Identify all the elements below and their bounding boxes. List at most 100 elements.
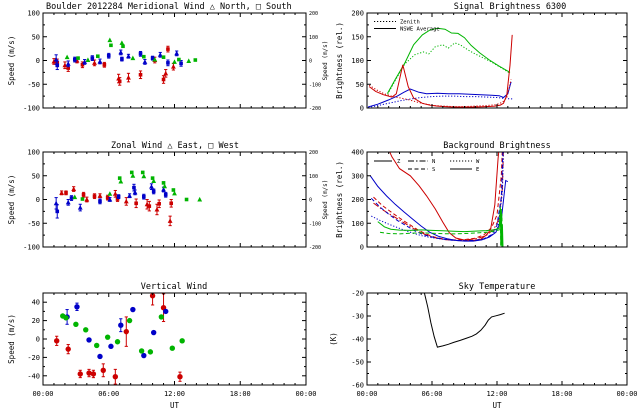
ticks xyxy=(42,151,307,248)
panel-title: Vertical Wind xyxy=(141,282,208,292)
ticks xyxy=(366,12,628,109)
series-bg-green-e xyxy=(377,206,504,248)
y2-tick-label: 0 xyxy=(309,59,312,65)
legend-label: Z xyxy=(397,159,401,165)
plot-area xyxy=(53,292,185,385)
y-tick-label: 50 xyxy=(32,172,40,180)
y-tick-label: -20 xyxy=(351,290,364,298)
y-tick-label: -60 xyxy=(351,382,364,390)
axes-frame xyxy=(366,151,628,248)
series-zonal-blue xyxy=(53,183,168,219)
ticks xyxy=(366,151,628,248)
y2-tick-label: 100 xyxy=(309,174,318,180)
series-signal-red-zenith xyxy=(368,79,512,108)
x-tick-label: 00:00 xyxy=(32,390,53,398)
y-tick-label: 400 xyxy=(351,149,364,157)
y-axis-title: Brightness (rel.) xyxy=(335,22,344,99)
y-tick-label: -40 xyxy=(27,372,40,380)
panel-zonal-wind: -100 -50 0 50 100 -200 -100 0 100 200 Speed (m/s) S… xyxy=(7,141,329,252)
y2-axis-title: Speed (m/s) xyxy=(322,41,329,81)
series-vertical-green xyxy=(60,313,185,355)
y2-tick-label: -200 xyxy=(309,245,321,251)
y-axis-title: Speed (m/s) xyxy=(7,175,16,225)
y2-tick-label: -100 xyxy=(309,221,321,227)
series-zonal-green xyxy=(72,170,203,202)
x-tick-label: 06:00 xyxy=(98,390,119,398)
y2-tick-label: -100 xyxy=(309,82,321,88)
y-tick-label: -40 xyxy=(351,336,364,344)
series-signal-green-avg xyxy=(387,27,511,94)
plot-area xyxy=(367,27,514,108)
y-axis-title: Brightness (rel.) xyxy=(335,161,344,238)
panel-meridional-wind: -100 -50 0 50 100 -200 -100 0 100 200 Speed (m/s) S… xyxy=(7,2,329,113)
panel-title: Sky Temperature xyxy=(459,282,536,292)
y2-tick-label: 200 xyxy=(309,11,318,17)
ticks xyxy=(42,293,307,385)
panel-sky-temperature: -60 -50 -40 -30 -20 (K) Sky Temperature 00:00 06… xyxy=(329,282,638,410)
panel-title: Boulder 2012284 Meridional Wind △ North,… xyxy=(46,2,292,12)
series-bg-red-z xyxy=(388,151,500,241)
y-tick-label: 20 xyxy=(32,317,40,325)
x-tick-label: 18:00 xyxy=(551,390,572,398)
series-bg-blue-z xyxy=(369,175,509,242)
x-tick-label: 12:00 xyxy=(486,390,507,398)
x-tick-label: 18:00 xyxy=(230,390,251,398)
axes-frame xyxy=(42,292,307,386)
y-axis-title: (K) xyxy=(329,332,338,346)
y2-tick-label: -200 xyxy=(309,106,321,112)
axes-frame xyxy=(366,292,628,386)
y-tick-label: 0 xyxy=(36,196,40,204)
plot-area xyxy=(423,292,505,348)
y-tick-label: -100 xyxy=(23,244,40,252)
panel-vertical-wind: -40 -20 0 20 40 Speed (m/s) Vertical Wind 00:00… xyxy=(7,282,317,410)
x-axis-title: UT xyxy=(492,401,502,410)
x-axis-title: UT xyxy=(170,401,180,410)
y-axis-title: Speed (m/s) xyxy=(7,314,16,364)
plot-area xyxy=(369,151,509,248)
legend-label: S xyxy=(432,167,435,173)
series-bg-blue-s xyxy=(370,151,504,242)
y-tick-label: 50 xyxy=(32,33,40,41)
panel-background-brightness: 0 100 200 300 400 Brightness (rel.) Background… xyxy=(335,141,628,252)
y-tick-label: 100 xyxy=(351,220,364,228)
y-tick-label: 150 xyxy=(351,33,364,41)
panel-title: Zonal Wind △ East, □ West xyxy=(111,141,239,151)
y-tick-label: 100 xyxy=(27,10,40,18)
legend-label: NSWE Average xyxy=(400,27,440,33)
y-tick-label: 0 xyxy=(360,105,364,113)
y-tick-label: 0 xyxy=(36,57,40,65)
series-sky-temp xyxy=(423,292,505,348)
series-bg-green-s xyxy=(379,211,503,248)
y-tick-label: -30 xyxy=(351,313,364,321)
y-tick-label: 100 xyxy=(351,57,364,65)
y-tick-label: -20 xyxy=(27,354,40,362)
legend-label: Zenith xyxy=(400,20,420,26)
series-signal-blue-avg xyxy=(367,81,512,108)
legend-label: E xyxy=(476,167,479,173)
y2-tick-label: 0 xyxy=(309,198,312,204)
y-tick-label: 0 xyxy=(360,244,364,252)
y-tick-label: 300 xyxy=(351,172,364,180)
series-meridional-blue xyxy=(53,49,183,71)
ticks xyxy=(366,292,628,386)
y2-tick-label: 200 xyxy=(309,150,318,156)
series-bg-red-s xyxy=(373,151,503,241)
x-tick-label: 06:00 xyxy=(421,390,442,398)
plot-area xyxy=(53,170,203,227)
y-tick-label: 50 xyxy=(356,81,364,89)
panel-title: Signal Brightness 6300 xyxy=(454,2,567,12)
y-axis-title: Speed (m/s) xyxy=(7,36,16,86)
x-tick-label: 00:00 xyxy=(356,390,377,398)
y-tick-label: 100 xyxy=(27,149,40,157)
legend-label: N xyxy=(432,159,435,165)
y-tick-label: 200 xyxy=(351,196,364,204)
x-tick-label: 12:00 xyxy=(164,390,185,398)
ticks xyxy=(42,12,307,109)
legend-label: W xyxy=(476,159,480,165)
plot-area xyxy=(51,37,198,86)
y-tick-label: -50 xyxy=(27,220,40,228)
series-signal-blue-zenith xyxy=(368,95,514,108)
